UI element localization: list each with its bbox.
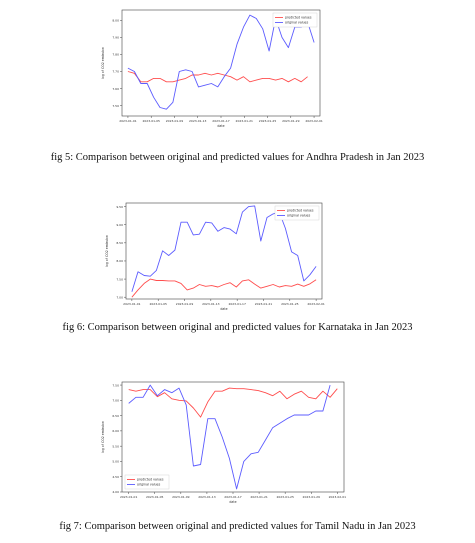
y-tick-label: 9.00 [116, 223, 123, 227]
y-tick-label: 6.00 [112, 429, 119, 433]
y-tick-label: 7.80 [112, 53, 119, 57]
y-tick-label: 7.50 [112, 383, 119, 387]
legend-label: predicted values [137, 478, 164, 482]
figure-5-caption: fig 5: Comparison between original and p… [50, 152, 425, 163]
y-axis-label: log of CO2 emission [101, 421, 105, 453]
x-tick-label: 2023-01-13 [202, 302, 220, 306]
x-tick-label: 2023-01-09 [166, 119, 184, 123]
legend [124, 474, 170, 490]
x-tick-label: 2023-01-09 [172, 495, 190, 499]
x-tick-label: 2023-01-13 [198, 495, 216, 499]
y-axis-label: log of CO2 emission [101, 47, 105, 79]
x-tick-label: 2023-02-01 [329, 495, 347, 499]
series-line-original-values [131, 205, 317, 292]
y-tick-label: 7.00 [112, 399, 119, 403]
y-tick-label: 9.50 [116, 205, 123, 209]
y-tick-label: 8.50 [116, 241, 123, 245]
x-tick-label: 2023-02-01 [305, 119, 323, 123]
y-tick-label: 7.90 [112, 36, 119, 40]
x-tick-label: 2023-01-29 [282, 119, 300, 123]
plot-area [125, 202, 323, 300]
figure-5: 7.50 7.60 7.70 7.80 7.90 8.00 2023-01-01 2023-0… [0, 0, 475, 170]
legend-label: original values [287, 214, 311, 218]
series-line-predicted-values [128, 387, 338, 418]
y-tick-label: 5.50 [112, 444, 119, 448]
legend-label: predicted values [285, 16, 312, 20]
y-tick-label: 7.60 [112, 87, 119, 91]
y-tick-label: 7.50 [116, 277, 123, 281]
x-tick-label: 2023-01-29 [303, 495, 321, 499]
y-tick-label: 6.50 [112, 414, 119, 418]
line-chart-tamil-nadu: 4.00 4.50 5.00 5.50 6.00 6.50 7.00 7.50 2023-01-… [101, 381, 347, 504]
x-tick-label: 2023-01-05 [142, 119, 160, 123]
x-tick-label: 2023-01-17 [228, 302, 246, 306]
x-tick-label: 2023-01-17 [212, 119, 230, 123]
x-axis-label: date [217, 124, 224, 128]
series-line-predicted-values [127, 71, 308, 83]
y-tick-label: 7.50 [112, 104, 119, 108]
series-line-original-values [127, 14, 315, 110]
x-tick-label: 2023-01-01 [123, 302, 141, 306]
x-tick-label: 2023-01-13 [189, 119, 207, 123]
x-tick-label: 2023-01-05 [146, 495, 164, 499]
legend-label: predicted values [287, 209, 314, 213]
x-axis-label: date [229, 500, 236, 504]
x-tick-label: 2023-01-25 [281, 302, 299, 306]
series-line-predicted-values [131, 278, 317, 298]
x-tick-label: 2023-01-25 [276, 495, 294, 499]
line-chart-andhra-pradesh: 7.50 7.60 7.70 7.80 7.90 8.00 2023-01-01 2023-0… [101, 9, 323, 128]
x-tick-label: 2023-01-25 [259, 119, 277, 123]
y-axis-label: log of CO2 emission [105, 235, 109, 267]
legend-label: original values [137, 483, 161, 487]
figure-6: 7.00 7.50 8.00 8.50 9.00 9.50 2023-01-01 2023-0… [62, 202, 413, 333]
y-tick-label: 8.00 [112, 18, 119, 22]
legend [274, 205, 320, 221]
series-line-original-values [128, 384, 331, 490]
x-tick-label: 2023-01-05 [149, 302, 167, 306]
x-axis-label: date [220, 307, 227, 311]
x-tick-label: 2023-01-21 [236, 119, 254, 123]
x-tick-label: 2023-01-21 [250, 495, 268, 499]
x-tick-label: 2023-01-09 [176, 302, 194, 306]
x-tick-label: 2023-01-17 [224, 495, 242, 499]
y-tick-label: 4.00 [112, 490, 119, 494]
x-tick-label: 2023-02-01 [307, 302, 325, 306]
y-tick-label: 5.00 [112, 460, 119, 464]
line-chart-karnataka: 7.00 7.50 8.00 8.50 9.00 9.50 2023-01-01 2023-0… [105, 202, 325, 311]
figure-6-caption: fig 6: Comparison between original and p… [62, 322, 413, 333]
x-tick-label: 2023-01-01 [120, 495, 138, 499]
y-tick-label: 7.00 [116, 295, 123, 299]
y-tick-label: 4.50 [112, 475, 119, 479]
legend-label: original values [285, 21, 309, 25]
x-tick-label: 2023-01-01 [119, 119, 137, 123]
x-tick-label: 2023-01-21 [255, 302, 273, 306]
y-tick-label: 8.00 [116, 259, 123, 263]
legend [272, 12, 318, 28]
y-tick-label: 7.70 [112, 70, 119, 74]
figure-7-caption: fig 7: Comparison between original and p… [59, 521, 416, 532]
